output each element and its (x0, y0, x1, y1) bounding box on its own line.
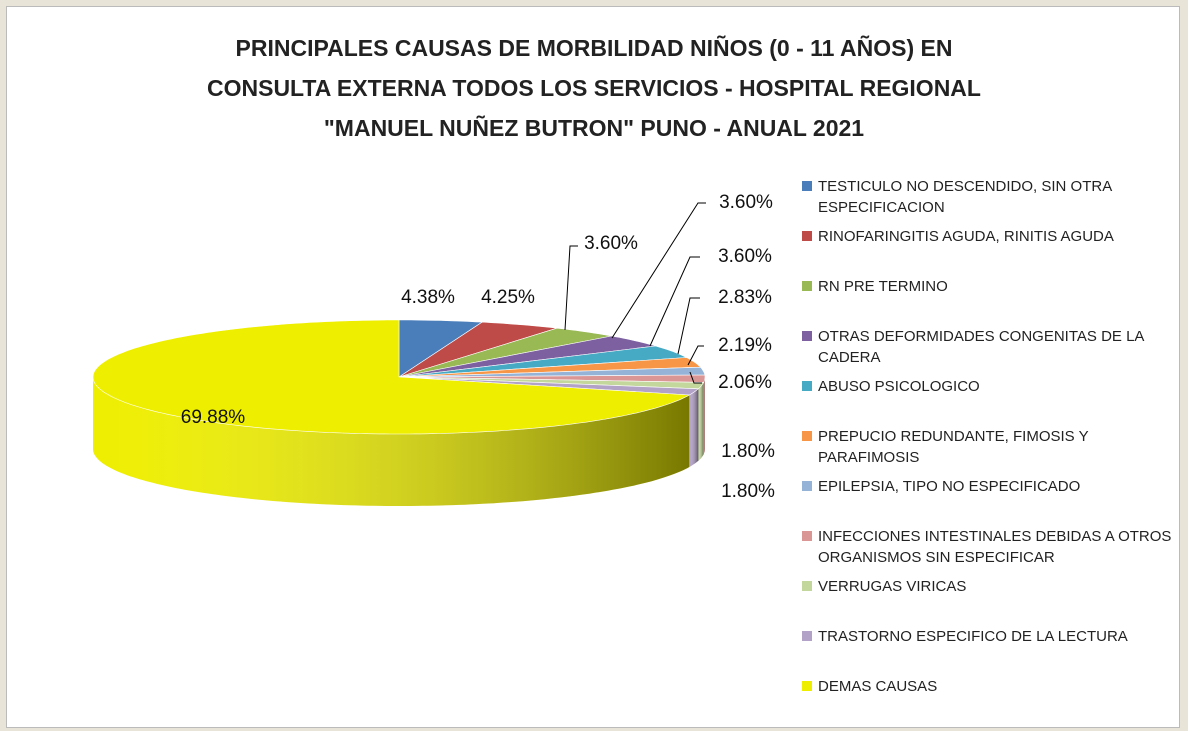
legend-label: TESTICULO NO DESCENDIDO, SIN OTRA ESPECI… (818, 178, 1112, 216)
legend-item: TRASTORNO ESPECIFICO DE LA LECTURA (802, 626, 1174, 676)
slice (398, 327, 612, 378)
value-label: 69.88% (181, 407, 246, 428)
leader-line (689, 371, 702, 384)
value-label: 2.83% (718, 287, 772, 308)
legend-swatch (802, 581, 812, 591)
chart-title: PRINCIPALES CAUSAS DE MORBILIDAD NIÑOS (… (236, 34, 953, 61)
legend-item: INFECCIONES INTESTINALES DEBIDAS A OTROS… (802, 526, 1174, 576)
value-label: 3.60% (718, 246, 772, 267)
legend-label: RN PRE TERMINO (818, 278, 948, 295)
legend-item: RINOFARINGITIS AGUDA, RINITIS AGUDA (802, 226, 1174, 276)
slice (398, 366, 706, 378)
legend-item: RN PRE TERMINO (802, 276, 1174, 326)
legend-swatch (802, 681, 812, 691)
legend-swatch (802, 231, 812, 241)
slice (398, 335, 656, 378)
legend-label: DEMAS CAUSAS (818, 678, 938, 695)
legend-label: PREPUCIO REDUNDANTE, FIMOSIS Y PARAFIMOS… (818, 428, 1089, 466)
leader-line (677, 297, 700, 355)
value-label: 2.06% (718, 372, 772, 393)
legend-label: ABUSO PSICOLOGICO (818, 378, 980, 395)
legend-label: TRASTORNO ESPECIFICO DE LA LECTURA (818, 628, 1128, 645)
legend-item: TESTICULO NO DESCENDIDO, SIN OTRA ESPECI… (802, 176, 1174, 226)
legend-swatch (802, 431, 812, 441)
value-label: 4.25% (481, 287, 535, 308)
slice (92, 319, 691, 435)
legend-swatch (802, 481, 812, 491)
value-label: 1.80% (721, 481, 775, 502)
legend-swatch (802, 381, 812, 391)
legend: TESTICULO NO DESCENDIDO, SIN OTRA ESPECI… (802, 176, 1174, 726)
value-label: 3.60% (719, 192, 773, 213)
value-label: 2.19% (718, 335, 772, 356)
legend-label: VERRUGAS VIRICAS (818, 578, 967, 595)
slice-side-shade (689, 388, 699, 467)
legend-swatch (802, 531, 812, 541)
slice (398, 374, 706, 383)
slice (398, 321, 557, 378)
slice (398, 345, 688, 378)
slice (398, 319, 484, 378)
slice-side-shade (93, 377, 690, 506)
value-label: 1.80% (721, 441, 775, 462)
legend-label: RINOFARINGITIS AGUDA, RINITIS AGUDA (818, 228, 1114, 245)
legend-swatch (802, 281, 812, 291)
legend-swatch (802, 331, 812, 341)
legend-item: PREPUCIO REDUNDANTE, FIMOSIS Y PARAFIMOS… (802, 426, 1174, 476)
legend-label: INFECCIONES INTESTINALES DEBIDAS A OTROS… (818, 528, 1172, 566)
legend-item: DEMAS CAUSAS (802, 676, 1174, 726)
legend-swatch (802, 181, 812, 191)
legend-item: EPILEPSIA, TIPO NO ESPECIFICADO (802, 476, 1174, 526)
leader-line (687, 345, 704, 366)
slice (398, 357, 702, 378)
legend-item: OTRAS DEFORMIDADES CONGENITAS DE LA CADE… (802, 326, 1174, 376)
leader-line (611, 202, 706, 339)
legend-label: OTRAS DEFORMIDADES CONGENITAS DE LA CADE… (818, 328, 1144, 366)
chart-title: CONSULTA EXTERNA TODOS LOS SERVICIOS - H… (207, 75, 981, 101)
legend-item: ABUSO PSICOLOGICO (802, 376, 1174, 426)
slice-side-shade (698, 382, 704, 461)
value-label: 3.60% (584, 233, 638, 254)
leader-line (564, 245, 578, 331)
legend-label: EPILEPSIA, TIPO NO ESPECIFICADO (818, 478, 1081, 495)
value-label: 4.38% (401, 287, 455, 308)
slice-side-shade (703, 377, 705, 455)
chart-title: "MANUEL NUÑEZ BUTRON" PUNO - ANUAL 2021 (324, 114, 864, 141)
legend-swatch (802, 631, 812, 641)
leader-line (649, 256, 700, 347)
legend-item: VERRUGAS VIRICAS (802, 576, 1174, 626)
